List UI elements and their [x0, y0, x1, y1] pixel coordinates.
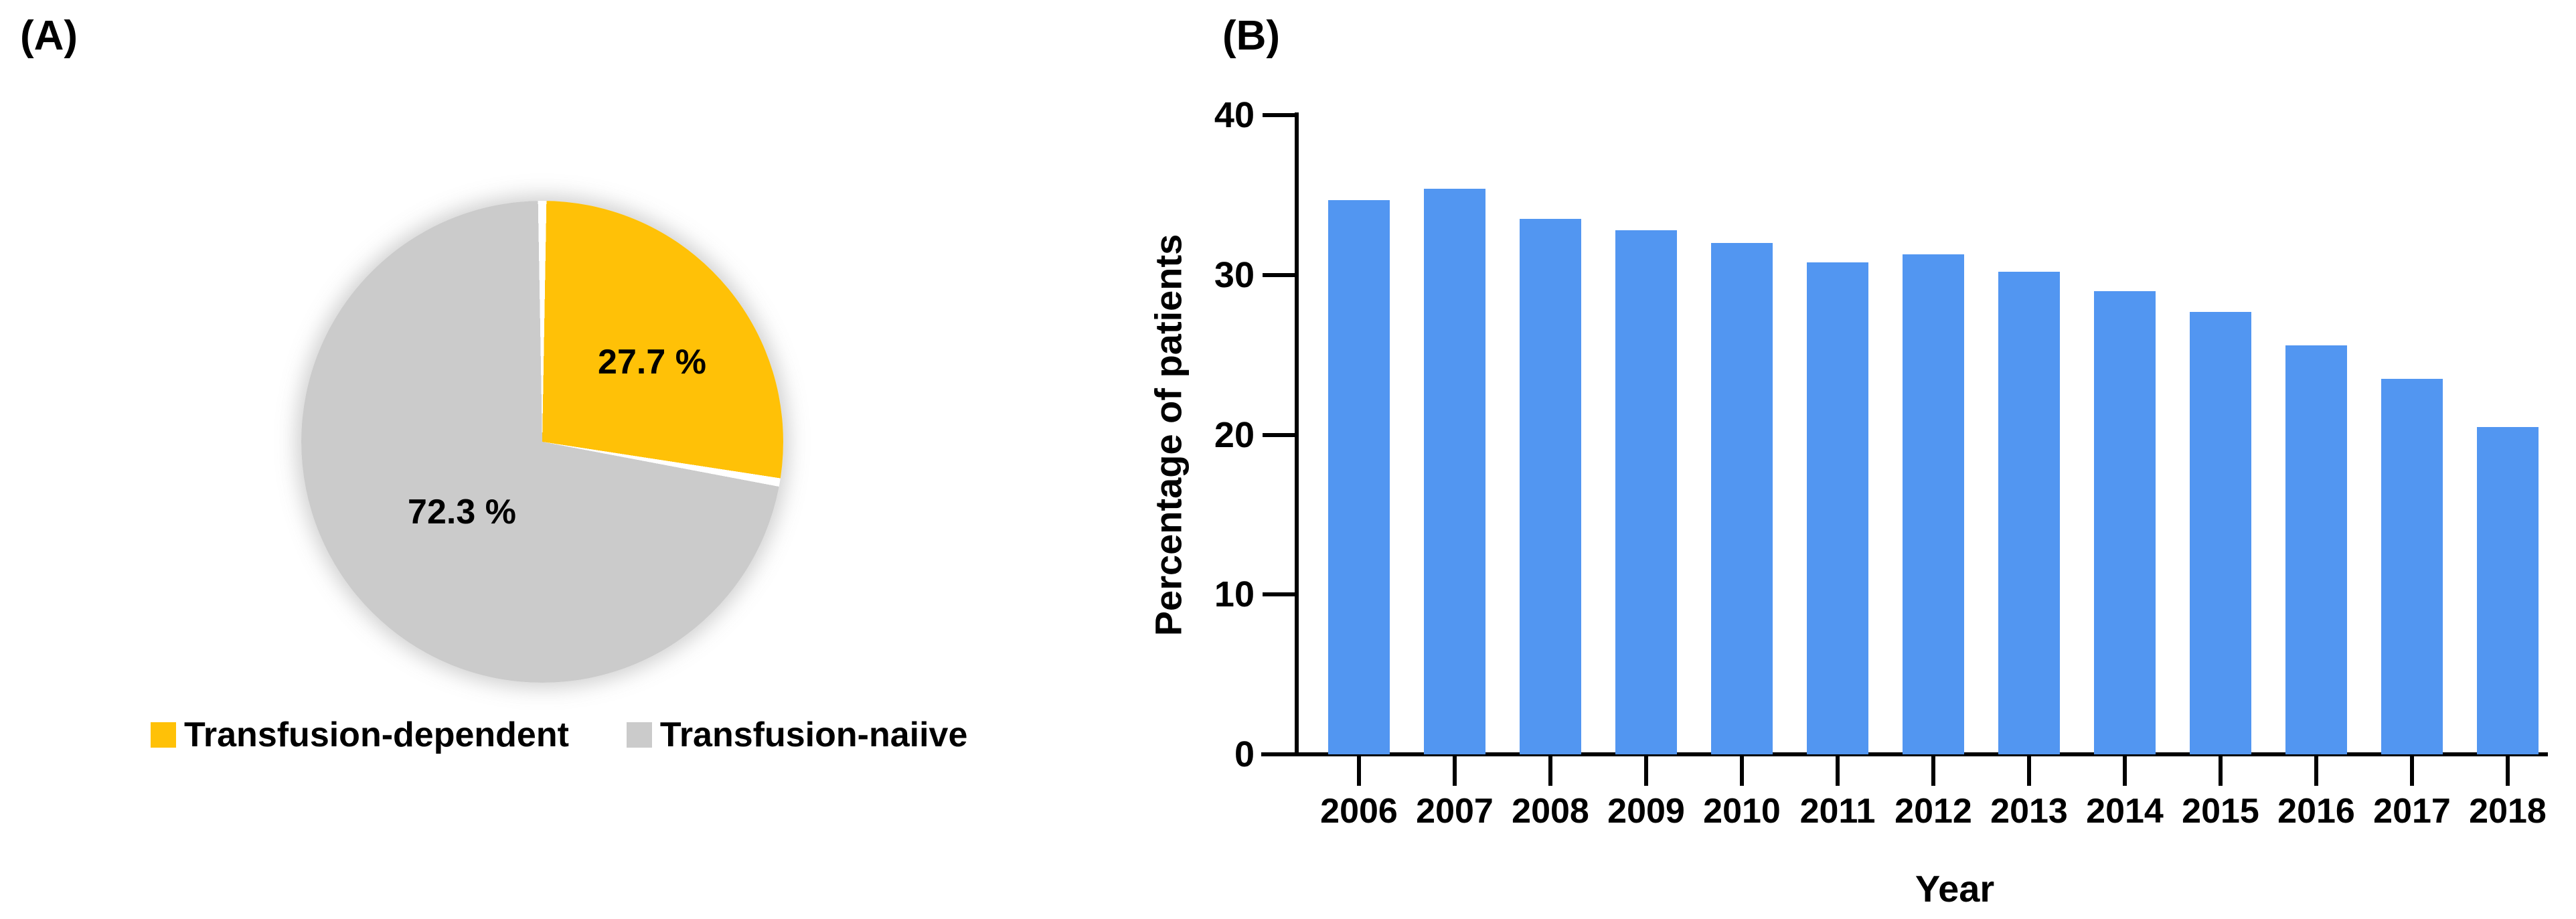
y-tick-label-0: 0: [1234, 734, 1255, 774]
x-tick-2012: [1931, 756, 1935, 786]
y-tick-0: [1263, 752, 1295, 756]
bar-2009: [1615, 230, 1677, 754]
x-tick-label-2009: 2009: [1607, 792, 1685, 831]
x-tick-2010: [1740, 756, 1744, 786]
bar-2006: [1328, 200, 1390, 754]
panel-a-label: (A): [20, 13, 78, 59]
x-tick-2008: [1548, 756, 1552, 786]
x-tick-label-2010: 2010: [1703, 792, 1781, 831]
x-tick-label-2007: 2007: [1416, 792, 1494, 831]
x-axis-title: Year: [1915, 867, 1995, 910]
x-tick-label-2016: 2016: [2277, 792, 2355, 831]
x-tick-label-2006: 2006: [1320, 792, 1398, 831]
bar-2007: [1424, 189, 1485, 754]
y-tick-label-10: 10: [1214, 574, 1255, 615]
x-tick-2017: [2410, 756, 2414, 786]
y-axis-line: [1295, 112, 1299, 756]
pie-legend: Transfusion-dependent Transfusion-naiive: [151, 715, 967, 755]
x-tick-label-2018: 2018: [2469, 792, 2547, 831]
x-tick-2006: [1357, 756, 1361, 786]
x-tick-2011: [1836, 756, 1840, 786]
bar-2016: [2285, 345, 2347, 754]
y-tick-label-40: 40: [1214, 95, 1255, 135]
legend-item-transfusion-naiive: Transfusion-naiive: [626, 715, 968, 755]
x-tick-label-2015: 2015: [2182, 792, 2259, 831]
bar-2015: [2190, 312, 2251, 754]
bar-2018: [2477, 427, 2539, 754]
y-tick-label-20: 20: [1214, 414, 1255, 455]
bar-2017: [2381, 379, 2443, 754]
x-tick-2018: [2506, 756, 2510, 786]
pie-chart: 27.7 % 72.3 %: [301, 201, 783, 683]
panel-b-label: (B): [1222, 13, 1281, 59]
bar-2010: [1711, 243, 1773, 754]
y-tick-label-30: 30: [1214, 254, 1255, 295]
legend-label-transfusion-naiive: Transfusion-naiive: [659, 716, 968, 754]
legend-item-transfusion-dependent: Transfusion-dependent: [151, 715, 569, 755]
bar-2008: [1520, 219, 1581, 754]
pie-slice-label-naiive: 72.3 %: [408, 493, 516, 531]
y-tick-30: [1263, 272, 1295, 277]
bar-2012: [1903, 254, 1964, 754]
y-tick-10: [1263, 592, 1295, 597]
pie-slice-label-dependent: 27.7 %: [598, 343, 706, 382]
x-tick-label-2012: 2012: [1895, 792, 1972, 831]
x-tick-2009: [1644, 756, 1648, 786]
x-axis-line: [1261, 752, 2548, 756]
bar-2014: [2094, 291, 2156, 754]
x-tick-2013: [2027, 756, 2031, 786]
x-tick-2007: [1453, 756, 1457, 786]
x-tick-label-2011: 2011: [1799, 792, 1876, 831]
legend-swatch-yellow: [151, 722, 176, 748]
y-tick-40: [1263, 113, 1295, 117]
x-tick-label-2013: 2013: [1990, 792, 2068, 831]
bar-2011: [1807, 262, 1868, 754]
legend-label-transfusion-dependent: Transfusion-dependent: [184, 716, 569, 754]
legend-swatch-gray: [626, 722, 652, 748]
bar-2013: [1998, 272, 2060, 754]
x-tick-2016: [2314, 756, 2318, 786]
x-tick-label-2017: 2017: [2373, 792, 2451, 831]
x-tick-label-2008: 2008: [1512, 792, 1589, 831]
y-tick-20: [1263, 432, 1295, 437]
x-tick-label-2014: 2014: [2086, 792, 2164, 831]
x-tick-2015: [2219, 756, 2223, 786]
x-tick-2014: [2123, 756, 2127, 786]
